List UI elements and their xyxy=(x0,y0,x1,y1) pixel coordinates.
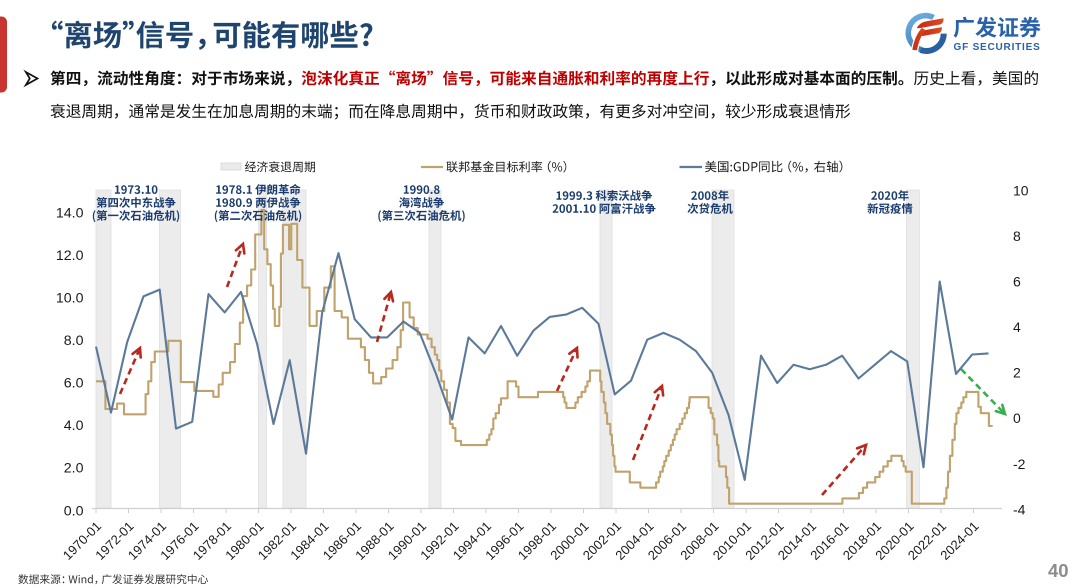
svg-text:8.0: 8.0 xyxy=(64,333,84,349)
svg-text:8: 8 xyxy=(1013,228,1021,244)
svg-text:10.0: 10.0 xyxy=(56,290,84,306)
svg-text:2: 2 xyxy=(1013,365,1021,381)
svg-text:0: 0 xyxy=(1013,410,1021,426)
svg-text:4.0: 4.0 xyxy=(64,418,84,434)
svg-text:0.0: 0.0 xyxy=(64,503,84,519)
svg-text:40: 40 xyxy=(1048,560,1069,581)
svg-text:6: 6 xyxy=(1013,274,1021,290)
svg-text:-4: -4 xyxy=(1013,501,1026,517)
svg-text:10: 10 xyxy=(1013,182,1029,198)
svg-text:2.0: 2.0 xyxy=(64,461,84,477)
svg-text:6.0: 6.0 xyxy=(64,376,84,392)
svg-text:12.0: 12.0 xyxy=(56,248,84,264)
svg-text:4: 4 xyxy=(1013,319,1021,335)
svg-text:GF SECURITIES: GF SECURITIES xyxy=(954,42,1041,53)
svg-text:-2: -2 xyxy=(1013,456,1026,472)
svg-text:14.0: 14.0 xyxy=(56,205,84,221)
